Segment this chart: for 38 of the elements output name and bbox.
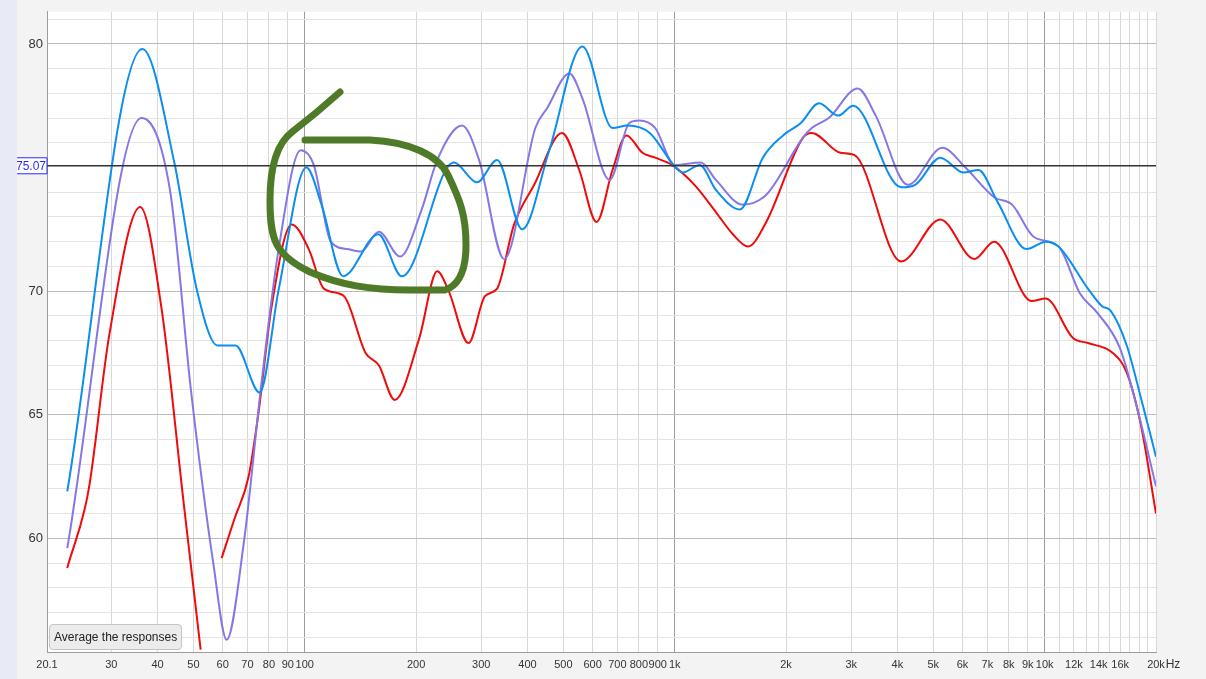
x-tick-label: 800 [629, 657, 649, 670]
x-tick-label: 50 [187, 657, 200, 670]
x-tick-label: 90 [281, 657, 294, 670]
x-tick-label: 1k [668, 657, 682, 670]
x-tick-label: 40 [151, 657, 164, 670]
x-tick-label: 4k [891, 657, 904, 670]
x-tick-label: 6k [956, 657, 969, 670]
x-tick-label: 300 [472, 657, 491, 670]
ref-line-label: 75.07 [15, 159, 47, 174]
x-tick-label: 80 [262, 657, 276, 670]
x-tick-label: 9k [1021, 657, 1035, 670]
x-tick-label: 8k [1002, 657, 1016, 670]
x-tick-label: 30 [105, 657, 118, 670]
button: Average the responses [49, 624, 183, 650]
x-tick-label: 12k [1065, 657, 1084, 670]
x-tick-label: 70 [241, 657, 254, 670]
y-tick-label: 60 [28, 529, 43, 545]
x-tick-label: 400 [518, 657, 537, 670]
x-tick-label: 2k [780, 657, 793, 670]
x-tick-label: 900 [648, 657, 667, 670]
x-tick-label: 20k [1147, 657, 1166, 670]
x-axis-title: Hz [1165, 657, 1181, 672]
y-tick-label: 80 [28, 35, 43, 51]
x-tick-label: 700 [608, 657, 627, 670]
x-tick-label: 10k [1035, 657, 1054, 670]
y-tick-label: 65 [28, 406, 43, 422]
x-tick-label: 600 [583, 657, 602, 670]
y-tick-label: 70 [28, 282, 43, 298]
x-tick-label: 16k [1111, 657, 1130, 670]
x-tick-label: 3k [845, 657, 858, 670]
x-tick-label: 100 [295, 657, 314, 670]
x-tick-label: 7k [981, 657, 994, 670]
x-tick-label: 14k [1089, 657, 1109, 670]
x-tick-label: 5k [927, 657, 940, 670]
x-tick-label: 500 [554, 657, 573, 670]
x-tick-label: 20.1 [36, 657, 58, 670]
x-tick-label: 60 [216, 657, 229, 670]
x-tick-label: 200 [406, 657, 426, 670]
